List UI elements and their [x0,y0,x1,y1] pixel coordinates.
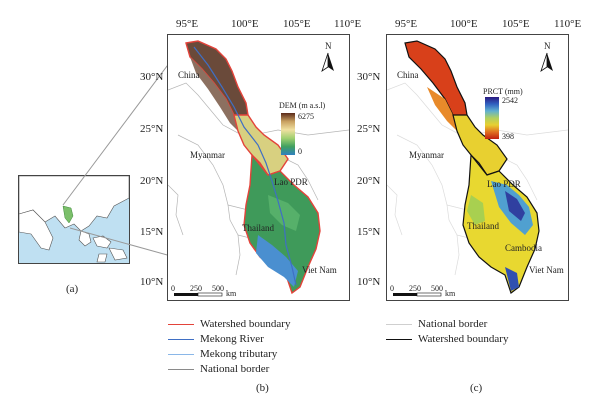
place-label-china: China [397,70,419,80]
scalebar-mid: 250 [409,284,421,293]
legend-line [168,323,194,325]
scalebar-end: 500 [212,284,224,293]
legend-line [168,338,194,340]
dem-map [168,40,349,297]
c-lat-tick: 10°N [357,276,381,288]
legend-b-item: Watershed boundary [168,318,290,330]
c-lon-tick: 100°E [450,18,478,30]
inset-landmass [19,176,129,263]
panel-c-label: (c) [470,382,483,394]
c-lat-tick: 20°N [357,175,381,187]
place-label-china: China [178,70,200,80]
b-lon-tick: 100°E [231,18,259,30]
place-label-vietnam: Viet Nam [302,265,337,275]
legend-line [168,368,194,370]
scalebar-mid: 250 [190,284,202,293]
c-lat-tick: 30°N [357,71,381,83]
legend-line [386,323,412,325]
scalebar-end: 500 [431,284,443,293]
place-label-lao: Lao PDR [487,179,521,189]
legend-line [168,353,194,355]
c-lon-tick: 110°E [554,18,582,30]
place-label-thailand: Thailand [467,221,499,231]
prct-map [387,40,568,297]
prct-colorbar [485,97,499,139]
dem-map-panel: DEM (m a.s.l) 6275 0 China Myanmar Lao P… [167,34,350,301]
legend-b-item: National border [168,363,269,375]
scalebar-unit: km [445,289,456,298]
b-lat-tick: 15°N [140,226,164,238]
legend-c-item: Watershed boundary [386,333,508,345]
legend-line [386,338,412,340]
dem-colorbar [281,113,295,155]
place-label-thailand: Thailand [242,223,274,233]
place-label-myanmar: Myanmar [409,150,444,160]
scalebar-start: 0 [171,284,175,293]
mekong-river [193,46,297,286]
b-lat-tick: 25°N [140,123,164,135]
c-lat-tick: 15°N [357,226,381,238]
north-arrow-icon [540,52,553,72]
inset-map [18,175,130,264]
c-lat-tick: 25°N [357,123,381,135]
scalebar-unit: km [226,289,237,298]
b-lat-tick: 10°N [140,276,164,288]
c-lon-tick: 105°E [502,18,530,30]
panel-a-label: (a) [66,283,79,295]
legend-c-item: National border [386,318,487,330]
legend-b-item: Mekong River [168,333,264,345]
scalebar-start: 0 [390,284,394,293]
north-label: N [544,41,551,51]
basin-upper [185,40,249,125]
dem-colorbar-min: 0 [298,147,302,156]
b-lon-tick: 110°E [334,18,362,30]
legend-b-item: Mekong tributary [168,348,277,360]
prct-map-panel: PRCT (mm) 2542 398 China Myanmar Lao PDR… [386,34,569,301]
b-lat-tick: 20°N [140,175,164,187]
north-arrow-icon [321,52,334,72]
c-lon-tick: 95°E [395,18,418,30]
panel-b-label: (b) [256,382,269,394]
place-label-myanmar: Myanmar [190,150,225,160]
scalebar-b [174,292,223,297]
dem-colorbar-title: DEM (m a.s.l) [279,101,326,110]
b-lon-tick: 95°E [176,18,199,30]
b-lon-tick: 105°E [283,18,311,30]
scalebar-c [393,292,442,297]
place-label-lao: Lao PDR [274,177,308,187]
north-label: N [325,41,332,51]
prct-colorbar-max: 2542 [502,96,518,105]
prct-colorbar-min: 398 [502,132,514,141]
inset-mekong-basin [62,205,74,224]
place-label-vietnam: Viet Nam [529,265,564,275]
prct-basin-upper [404,40,468,124]
place-label-cambodia: Cambodia [505,243,542,253]
prct-colorbar-title: PRCT (mm) [483,87,523,96]
dem-colorbar-max: 6275 [298,112,314,121]
b-lat-tick: 30°N [140,71,164,83]
